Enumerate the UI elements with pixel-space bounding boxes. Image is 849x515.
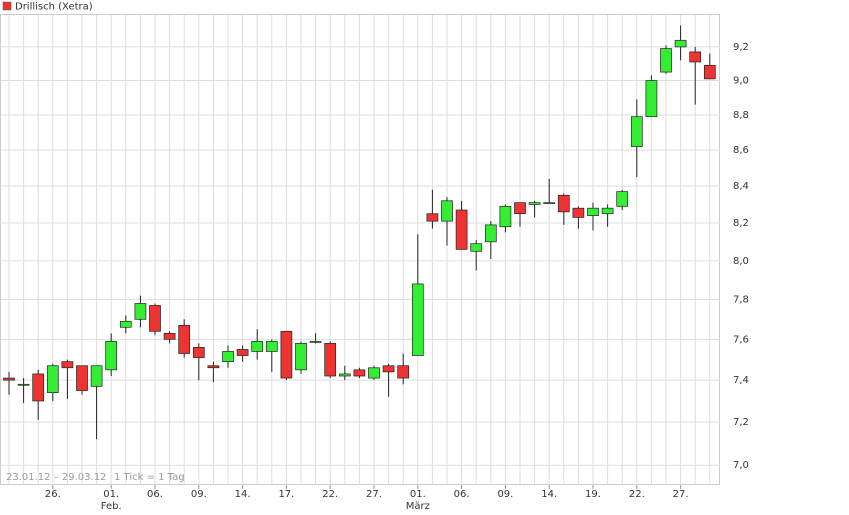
x-tick-label: 09. (497, 489, 513, 500)
month-label: Feb. (101, 501, 122, 512)
y-tick-label: 7,6 (733, 334, 749, 345)
candle-body (616, 191, 629, 207)
candle-body (17, 383, 30, 386)
x-tick-label: 27. (673, 489, 689, 500)
candle-body (397, 365, 410, 379)
candle-body (353, 369, 366, 377)
candle-body (207, 365, 220, 369)
y-tick-label: 7,8 (733, 295, 749, 306)
x-tick-label: 09. (191, 489, 207, 500)
candle-body (557, 194, 570, 213)
candle-body (265, 340, 278, 352)
candle-body (119, 320, 132, 328)
candle-body (674, 39, 687, 48)
plot-area (0, 14, 720, 485)
candle-body (338, 373, 351, 377)
candle-body (76, 365, 88, 391)
y-tick-label: 8,6 (733, 145, 749, 156)
candle-body (601, 207, 614, 215)
x-tick-label: 06. (147, 489, 163, 500)
y-tick-label: 7,4 (733, 375, 749, 386)
candle-body (528, 202, 541, 205)
candle-body (163, 332, 176, 340)
candle-body (61, 361, 74, 369)
candle-body (630, 116, 643, 147)
y-tick-label: 9,0 (733, 76, 749, 87)
candle-body (368, 367, 380, 379)
candle-body (222, 351, 234, 362)
candle-body (499, 205, 512, 228)
x-tick-label: 19. (585, 489, 601, 500)
tick-note: 1 Tick = 1 Tag (114, 472, 185, 483)
y-tick-label: 9,2 (733, 42, 749, 53)
candle-body (236, 349, 249, 356)
candle-body (251, 340, 264, 352)
y-tick-label: 8,2 (733, 218, 749, 229)
y-tick-label: 7,2 (733, 417, 749, 428)
candle-body (134, 303, 147, 320)
candle-body (46, 365, 59, 393)
date-range: 23.01.12 – 29.03.12 (6, 472, 106, 483)
candle-body (411, 283, 424, 356)
x-tick-label: 17. (278, 489, 294, 500)
candle-body (32, 373, 45, 402)
candle-body (90, 365, 103, 387)
x-tick-label: 01. (410, 489, 426, 500)
x-tick-label: 27. (366, 489, 382, 500)
x-tick-label: 22. (322, 489, 338, 500)
y-tick-label: 8,8 (733, 110, 749, 121)
x-tick-label: 14. (235, 489, 251, 500)
candle-body (192, 347, 205, 358)
candle-body (441, 200, 453, 222)
x-tick-label: 14. (541, 489, 557, 500)
candle-body (178, 324, 191, 354)
legend-label: Drillisch (Xetra) (15, 2, 93, 13)
candle-body (645, 80, 658, 118)
candle-body (703, 64, 716, 80)
candle-body (309, 340, 322, 343)
candle-body (587, 207, 599, 216)
candle-body (105, 340, 118, 371)
candle-body (470, 243, 483, 252)
candle-body (660, 48, 672, 73)
candle-body (280, 330, 293, 379)
candle-body (149, 305, 161, 332)
x-tick-label: 01. (103, 489, 119, 500)
y-tick-label: 8,0 (733, 256, 749, 267)
y-tick-label: 7,0 (733, 460, 749, 471)
candle-body (3, 377, 15, 381)
y-tick-label: 8,4 (733, 181, 749, 192)
x-tick-label: 22. (629, 489, 645, 500)
x-tick-label: 26. (45, 489, 61, 500)
candle-body (295, 343, 307, 371)
candle-body (324, 343, 337, 377)
candle-body (572, 207, 585, 218)
candle-body (689, 51, 702, 63)
candle-body (426, 213, 439, 222)
candle-body (455, 209, 468, 250)
candle-body (514, 202, 526, 215)
candle-body (543, 202, 556, 204)
legend-swatch (2, 1, 12, 11)
month-label: März (406, 501, 430, 512)
x-tick-label: 06. (454, 489, 470, 500)
candle-body (484, 224, 497, 243)
candle-body (382, 365, 395, 373)
